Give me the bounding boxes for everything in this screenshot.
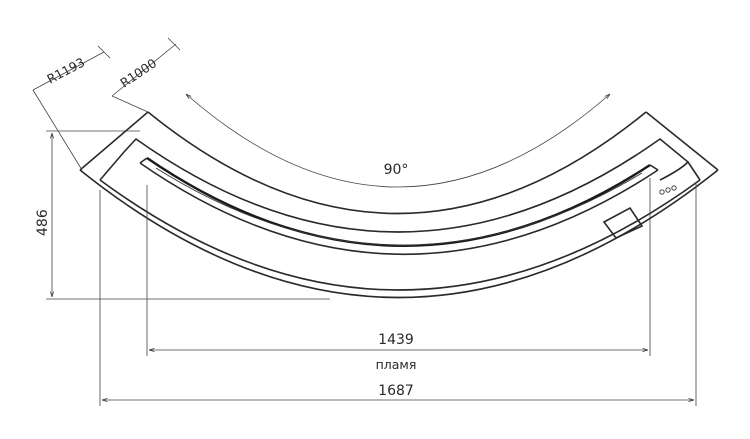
flame-slot-bottom (139, 162, 659, 256)
radius-inner-dimension: R1000 (111, 37, 181, 113)
body-inner-arc (147, 111, 647, 215)
body-left-end (79, 111, 149, 171)
tray-right-edge (687, 161, 701, 181)
height-label: 486 (35, 209, 51, 236)
flame-slot-right-end (649, 164, 659, 171)
angle-arc (186, 94, 610, 188)
tray-outer-arc (99, 179, 701, 291)
burner-tray (99, 137, 701, 291)
burner-body-outline (79, 111, 719, 299)
tray-left-edge (99, 151, 125, 181)
radius-inner-label: R1000 (117, 55, 159, 90)
radius-outer-dimension: R1193 (32, 45, 111, 171)
total-width-dimension: 1687 (99, 184, 697, 406)
indicator-dot-3 (671, 185, 677, 191)
radius-outer-leader (32, 51, 105, 91)
flame-slot (139, 157, 659, 256)
body-right-end (645, 111, 719, 171)
flame-slot-inner-line (155, 167, 643, 246)
flame-caption: пламя (376, 357, 417, 372)
flame-slot-top (146, 157, 651, 247)
tray-upper-edge (123, 137, 690, 233)
radius-outer-label: R1193 (44, 54, 87, 86)
radius-outer-tick (97, 45, 111, 59)
flame-slot-left-end (139, 157, 148, 164)
radius-inner-tick (167, 37, 181, 51)
radius-inner-extension (111, 95, 149, 113)
angle-label: 90° (384, 162, 409, 178)
indicator-dot-2 (665, 187, 671, 193)
body-outer-arc (79, 169, 719, 299)
radius-outer-extension (32, 89, 83, 171)
control-box-outline (602, 206, 644, 239)
control-box (602, 206, 644, 239)
angle-dimension: 90° (186, 94, 610, 188)
radius-inner-leader (111, 43, 177, 97)
indicator-dots (659, 185, 677, 195)
height-dimension: 486 (35, 130, 330, 300)
total-width-label: 1687 (378, 383, 414, 399)
indicator-dot-1 (659, 189, 665, 195)
flame-width-label: 1439 (378, 332, 414, 348)
flame-width-dimension: 1439 пламя (146, 178, 651, 372)
